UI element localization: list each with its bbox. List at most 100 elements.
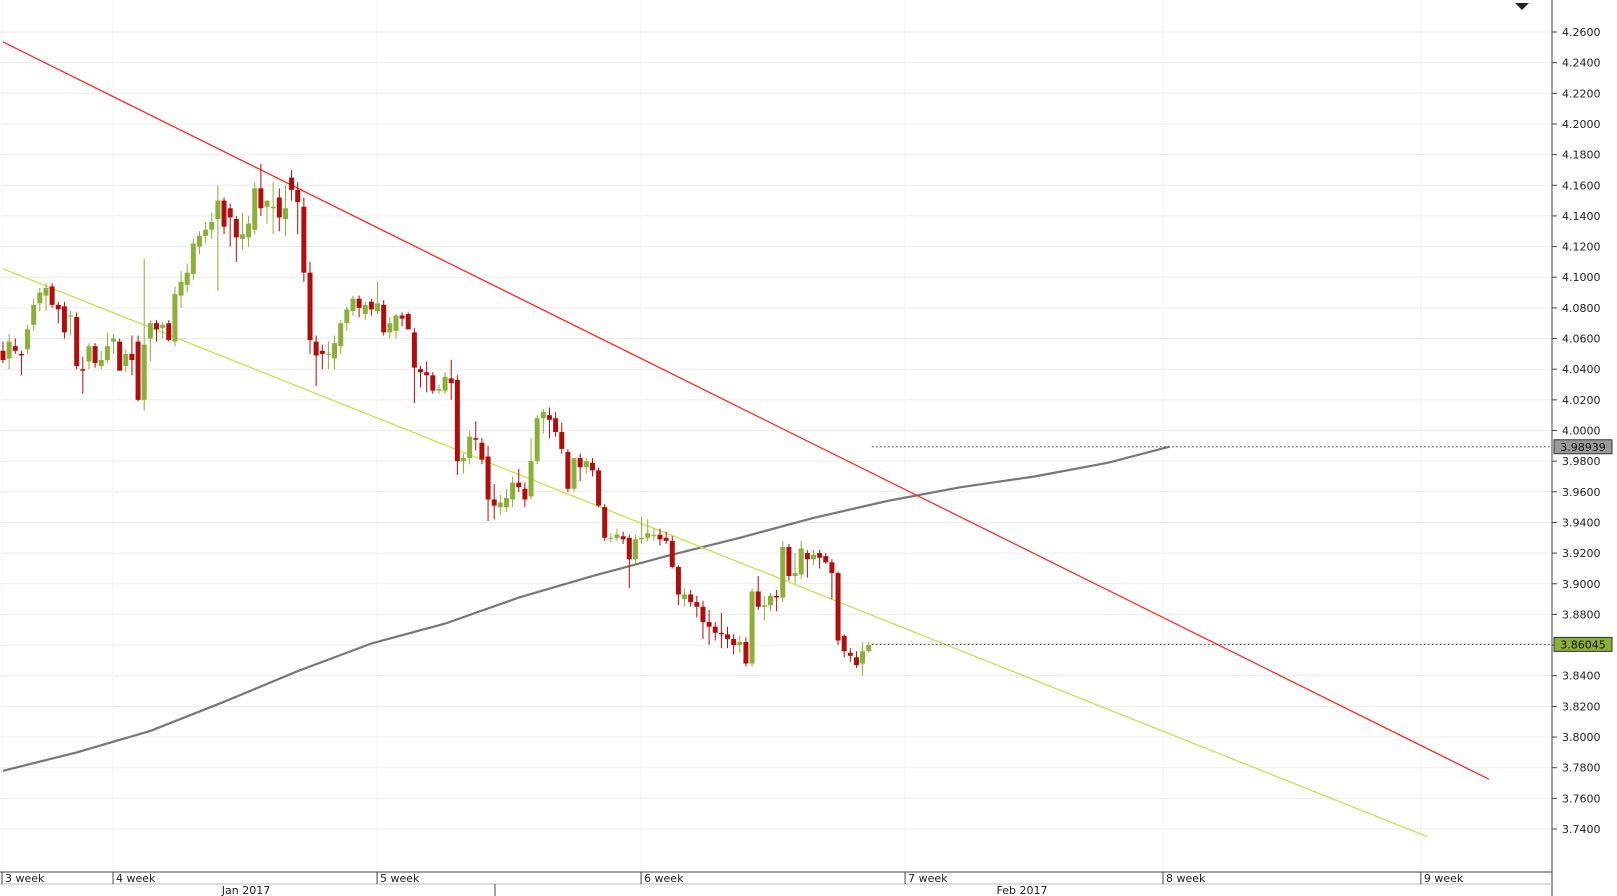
candle-body (350, 298, 356, 311)
price-badge (1553, 636, 1613, 652)
y-tick-label: 4.1600 (1562, 179, 1601, 192)
candle-body (18, 353, 24, 356)
trendline-layer (2, 41, 1490, 838)
candle (768, 592, 773, 612)
candle-body (31, 304, 37, 325)
candle (571, 458, 577, 492)
candle-body (577, 458, 583, 468)
candle (92, 343, 98, 368)
candle (227, 203, 233, 247)
candle-body (553, 418, 559, 433)
candle-body (682, 594, 688, 600)
candle (847, 648, 853, 662)
candle-body (768, 596, 773, 606)
y-tick-label: 3.9000 (1562, 578, 1601, 591)
candle-body (614, 534, 620, 538)
candle-body (589, 462, 595, 471)
candle (6, 333, 12, 370)
candle-body (92, 346, 98, 364)
candle-body (810, 554, 816, 560)
candle-body (546, 415, 552, 420)
candle-body (430, 375, 436, 391)
candle-body (774, 596, 780, 598)
candle-body (203, 229, 209, 236)
candle (841, 634, 847, 658)
y-tick-label: 4.0000 (1562, 425, 1601, 438)
y-axis: 4.2600 4.2400 4.2200 4.2000 4.1800 4.1600 4.14… (1551, 0, 1601, 896)
candle-body (620, 536, 626, 540)
candle (209, 212, 215, 239)
candle-body (399, 315, 405, 319)
candle (264, 200, 270, 224)
chart-menu-dropdown-icon[interactable] (1515, 3, 1529, 10)
candle-body (657, 534, 663, 540)
y-tick-label: 4.0600 (1562, 333, 1601, 346)
support-trendline (2, 268, 1428, 838)
candle-body (651, 534, 657, 536)
candle (479, 438, 485, 465)
y-tick-label: 3.8400 (1562, 670, 1601, 683)
candle-body (583, 461, 589, 468)
candle-body (596, 470, 602, 506)
candle (810, 550, 816, 566)
candle (190, 238, 196, 281)
candle-body (233, 218, 239, 238)
candle (737, 635, 743, 653)
candle (639, 516, 645, 544)
candle-body (866, 645, 872, 652)
candle (43, 283, 49, 311)
candle-body (80, 369, 86, 371)
candle (196, 231, 202, 255)
candle-body (104, 346, 110, 360)
candle-body (375, 303, 381, 311)
y-tick-label: 4.1200 (1562, 241, 1601, 254)
candle (583, 458, 589, 474)
candle (356, 295, 362, 318)
candle-body (319, 350, 325, 354)
candle-body (6, 341, 12, 359)
candle-body (61, 306, 67, 333)
candle-body (835, 573, 841, 641)
candle (786, 543, 792, 581)
candle-body (209, 222, 215, 230)
candle (252, 182, 258, 235)
candle-body (74, 317, 80, 367)
candle-body (516, 482, 522, 488)
candle-body (534, 418, 540, 462)
candle (626, 534, 632, 589)
candle-body (761, 605, 767, 607)
candle-body (639, 537, 645, 540)
candle (780, 540, 786, 603)
candle (565, 448, 571, 492)
candle-body (381, 304, 387, 333)
candle (663, 531, 669, 544)
candle-body (307, 272, 313, 341)
x-tick-label: 5 week (380, 872, 420, 885)
moving-average-line (2, 445, 1170, 772)
candle (362, 301, 368, 321)
candle-body (68, 315, 74, 317)
candle (817, 550, 823, 569)
candle (129, 335, 135, 376)
candle (301, 197, 307, 282)
candle (18, 350, 24, 376)
candle (313, 335, 319, 387)
candle-body (301, 206, 307, 273)
candle-body (141, 344, 147, 400)
y-tick-label: 3.7600 (1562, 792, 1601, 805)
candle-body (424, 372, 430, 376)
candle (792, 553, 798, 584)
candle-body (632, 539, 638, 560)
month-label: Feb 2017 (997, 884, 1048, 896)
candle (516, 468, 522, 492)
y-tick-label: 3.9200 (1562, 547, 1601, 560)
candle (718, 612, 724, 649)
resistance-trendline (2, 41, 1490, 780)
candle-body (325, 353, 331, 355)
candle-body (178, 281, 184, 296)
candle (37, 287, 43, 311)
candle-body (418, 369, 424, 373)
candle (743, 637, 749, 667)
candle (761, 596, 767, 621)
